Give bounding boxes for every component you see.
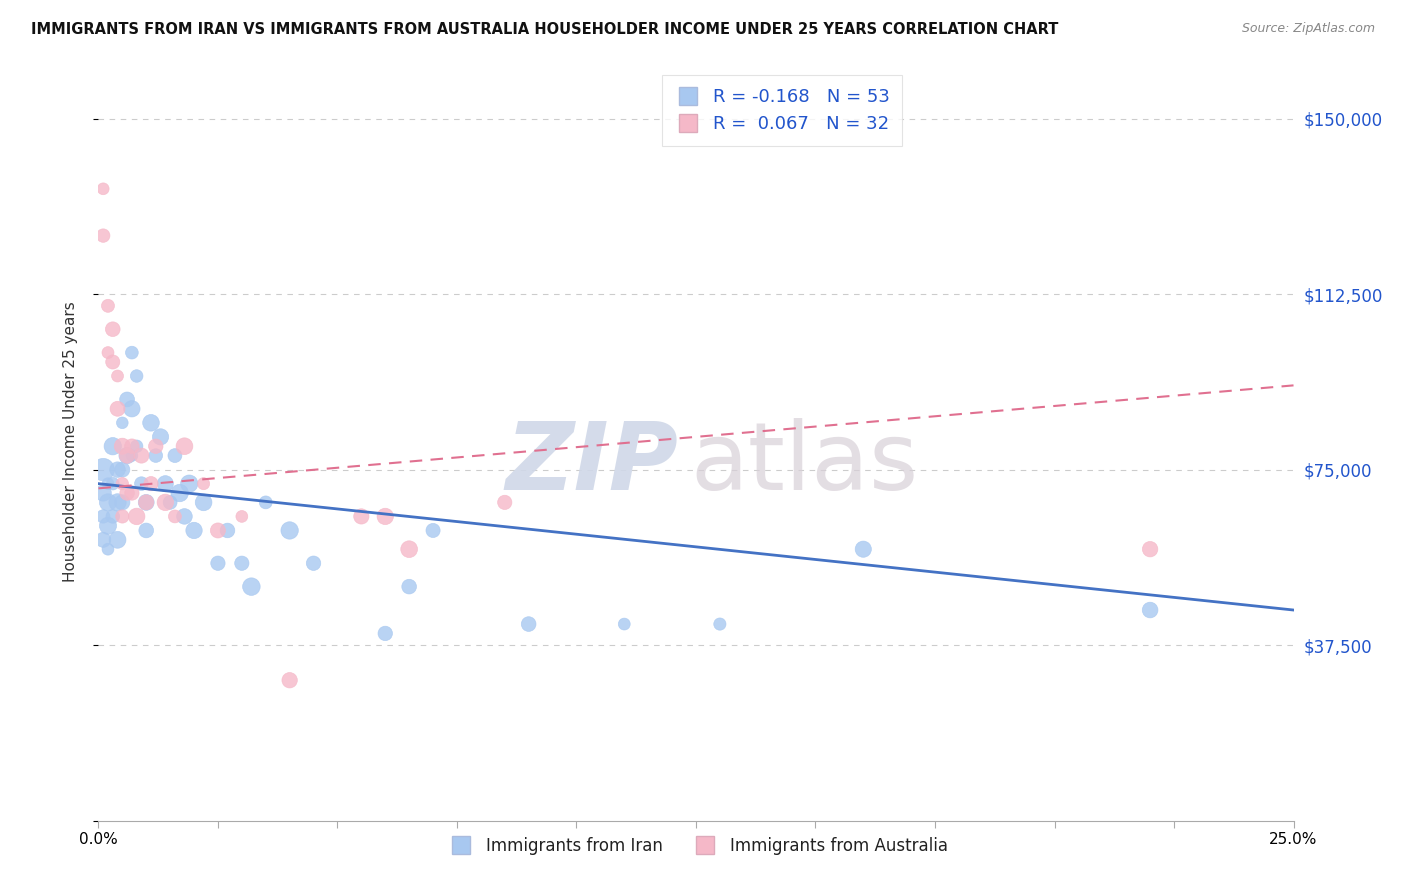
- Point: [278, 524, 301, 538]
- Point: [91, 486, 114, 500]
- Legend: Immigrants from Iran, Immigrants from Australia: Immigrants from Iran, Immigrants from Au…: [437, 830, 955, 862]
- Text: Source: ZipAtlas.com: Source: ZipAtlas.com: [1241, 22, 1375, 36]
- Point: [111, 495, 134, 509]
- Point: [278, 673, 301, 688]
- Point: [193, 495, 215, 509]
- Point: [613, 617, 636, 632]
- Point: [91, 509, 114, 524]
- Point: [111, 416, 134, 430]
- Point: [101, 322, 124, 336]
- Point: [125, 509, 148, 524]
- Point: [422, 524, 444, 538]
- Point: [107, 462, 129, 476]
- Point: [139, 476, 162, 491]
- Point: [125, 369, 148, 384]
- Y-axis label: Householder Income Under 25 years: Householder Income Under 25 years: [63, 301, 77, 582]
- Point: [254, 495, 277, 509]
- Point: [107, 533, 129, 547]
- Point: [115, 392, 138, 407]
- Point: [111, 439, 134, 453]
- Point: [145, 449, 167, 463]
- Point: [179, 476, 201, 491]
- Point: [231, 509, 253, 524]
- Point: [173, 509, 195, 524]
- Point: [207, 556, 229, 570]
- Point: [155, 476, 177, 491]
- Point: [97, 518, 120, 533]
- Point: [107, 369, 129, 384]
- Point: [217, 524, 239, 538]
- Point: [107, 495, 129, 509]
- Point: [121, 345, 143, 359]
- Point: [145, 439, 167, 453]
- Point: [97, 345, 120, 359]
- Point: [97, 476, 120, 491]
- Point: [350, 509, 373, 524]
- Point: [135, 495, 157, 509]
- Point: [374, 509, 396, 524]
- Point: [163, 509, 186, 524]
- Point: [193, 476, 215, 491]
- Point: [131, 476, 153, 491]
- Point: [121, 439, 143, 453]
- Point: [163, 449, 186, 463]
- Point: [159, 495, 181, 509]
- Point: [155, 495, 177, 509]
- Point: [101, 355, 124, 369]
- Point: [107, 401, 129, 416]
- Point: [135, 495, 157, 509]
- Point: [97, 299, 120, 313]
- Point: [517, 617, 540, 632]
- Point: [1139, 603, 1161, 617]
- Point: [115, 449, 138, 463]
- Point: [374, 626, 396, 640]
- Point: [101, 439, 124, 453]
- Point: [115, 486, 138, 500]
- Text: atlas: atlas: [690, 418, 918, 510]
- Point: [111, 509, 134, 524]
- Point: [302, 556, 325, 570]
- Point: [709, 617, 731, 632]
- Point: [139, 416, 162, 430]
- Point: [97, 542, 120, 557]
- Point: [131, 449, 153, 463]
- Point: [101, 509, 124, 524]
- Point: [111, 462, 134, 476]
- Point: [91, 228, 114, 243]
- Point: [135, 524, 157, 538]
- Point: [852, 542, 875, 557]
- Point: [97, 495, 120, 509]
- Point: [1139, 542, 1161, 557]
- Point: [173, 439, 195, 453]
- Point: [183, 524, 205, 538]
- Point: [91, 182, 114, 196]
- Point: [231, 556, 253, 570]
- Point: [169, 486, 191, 500]
- Text: ZIP: ZIP: [505, 418, 678, 510]
- Point: [121, 401, 143, 416]
- Point: [91, 462, 114, 476]
- Point: [101, 476, 124, 491]
- Point: [115, 449, 138, 463]
- Point: [240, 580, 263, 594]
- Point: [121, 449, 143, 463]
- Point: [121, 486, 143, 500]
- Point: [91, 533, 114, 547]
- Point: [149, 430, 172, 444]
- Text: IMMIGRANTS FROM IRAN VS IMMIGRANTS FROM AUSTRALIA HOUSEHOLDER INCOME UNDER 25 YE: IMMIGRANTS FROM IRAN VS IMMIGRANTS FROM …: [31, 22, 1059, 37]
- Point: [207, 524, 229, 538]
- Point: [494, 495, 516, 509]
- Point: [111, 476, 134, 491]
- Point: [398, 580, 420, 594]
- Point: [398, 542, 420, 557]
- Point: [125, 439, 148, 453]
